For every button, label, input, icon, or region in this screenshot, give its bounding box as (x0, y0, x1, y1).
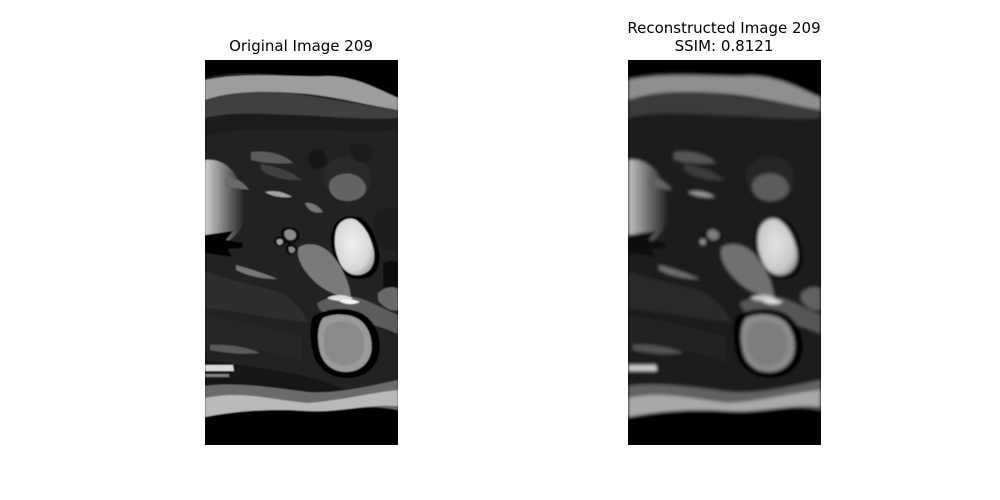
reconstructed-image-title-block: Reconstructed Image 209 SSIM: 0.8121 (524, 19, 924, 55)
original-mri-slice (205, 60, 398, 445)
reconstructed-mri-image (628, 60, 821, 445)
ssim-metric: SSIM: 0.8121 (674, 37, 774, 55)
original-image-title: Original Image 209 (229, 37, 373, 55)
reconstructed-mri-slice (628, 60, 821, 445)
original-mri-image (205, 60, 398, 445)
reconstructed-image-title: Reconstructed Image 209 (627, 19, 821, 37)
